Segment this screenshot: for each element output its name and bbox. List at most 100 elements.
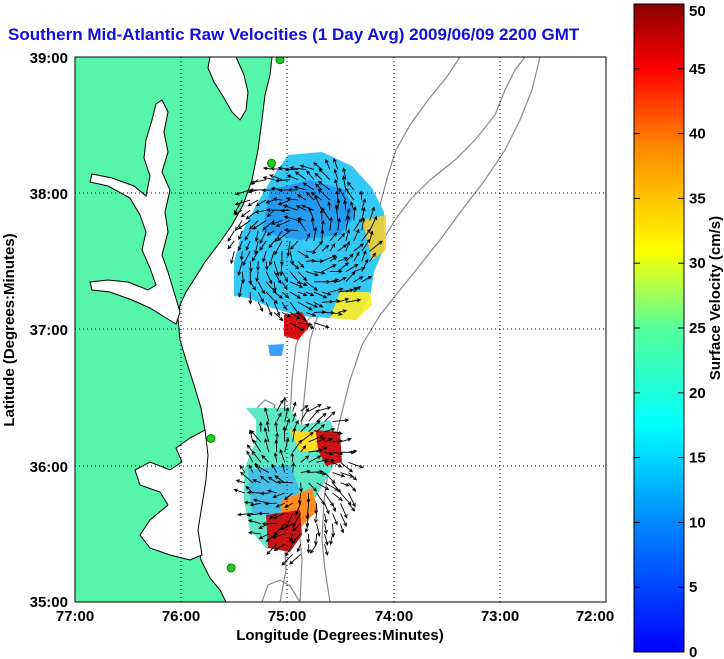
velocity-arrow bbox=[369, 215, 377, 231]
y-tick-label: 37:00 bbox=[30, 322, 68, 339]
velocity-arrow bbox=[293, 185, 307, 191]
velocity-arrow bbox=[292, 513, 302, 528]
x-tick-label: 73:00 bbox=[481, 608, 519, 625]
velocity-arrow bbox=[289, 240, 299, 250]
velocity-arrow bbox=[299, 164, 315, 170]
colorbar-tick-label: 20 bbox=[689, 385, 706, 402]
velocity-arrow bbox=[257, 291, 264, 303]
velocity-arrow bbox=[273, 312, 284, 322]
velocity-arrow bbox=[305, 312, 317, 317]
velocity-arrow bbox=[247, 530, 261, 535]
velocity-arrow bbox=[289, 533, 294, 543]
velocity-arrow bbox=[329, 216, 333, 231]
velocity-arrow bbox=[269, 174, 283, 181]
y-axis-ticks: 39:00 38:00 37:00 36:00 35:00 bbox=[30, 50, 68, 611]
velocity-arrow bbox=[289, 553, 301, 565]
velocity-arrow bbox=[284, 437, 290, 453]
northern-field-red bbox=[284, 312, 310, 340]
velocity-arrow bbox=[292, 401, 297, 412]
velocity-arrow bbox=[262, 176, 275, 181]
velocity-arrow bbox=[227, 240, 235, 250]
velocity-arrow bbox=[276, 399, 284, 412]
colorbar-tick-label: 30 bbox=[689, 255, 706, 272]
velocity-arrow bbox=[237, 240, 243, 252]
velocity-arrow bbox=[369, 230, 374, 242]
velocity-arrow bbox=[348, 502, 356, 512]
velocity-arrow bbox=[297, 301, 313, 311]
velocity-arrow bbox=[254, 240, 259, 255]
velocity-arrow bbox=[332, 503, 337, 513]
velocity-arrow bbox=[265, 291, 278, 305]
velocity-arrow bbox=[337, 262, 350, 272]
velocity-arrow bbox=[361, 198, 366, 211]
velocity-arrow bbox=[305, 513, 310, 528]
velocity-arrow bbox=[324, 438, 334, 443]
velocity-arrow bbox=[305, 281, 318, 291]
velocity-arrow bbox=[348, 461, 364, 469]
velocity-arrow bbox=[299, 482, 304, 493]
velocity-arrow bbox=[296, 194, 307, 201]
velocity-arrow bbox=[300, 404, 309, 412]
velocity-arrow bbox=[292, 523, 301, 532]
velocity-arrow bbox=[284, 406, 290, 422]
colorbar-tick-label: 0 bbox=[689, 644, 697, 659]
velocity-arrow bbox=[337, 309, 348, 314]
velocity-arrow bbox=[340, 523, 345, 534]
velocity-arrow bbox=[313, 513, 318, 524]
x-tick-label: 77:00 bbox=[56, 608, 94, 625]
velocity-arrow bbox=[332, 439, 343, 443]
velocity-arrow bbox=[332, 472, 346, 478]
velocity-arrow bbox=[254, 230, 259, 243]
velocity-arrow bbox=[334, 204, 339, 221]
bays-water bbox=[89, 57, 249, 561]
velocity-arrow bbox=[246, 490, 261, 495]
colorbar-tick-label: 50 bbox=[689, 3, 706, 20]
velocity-arrow bbox=[297, 492, 302, 505]
velocity-arrow bbox=[279, 251, 284, 267]
velocity-arrow bbox=[305, 191, 315, 201]
velocity-arrow bbox=[282, 396, 287, 412]
velocity-arrow bbox=[353, 243, 365, 252]
velocity-arrow bbox=[275, 220, 291, 227]
velocity-arrow bbox=[271, 463, 278, 473]
velocity-arrow bbox=[348, 482, 357, 492]
y-axis-label: Latitude (Degrees:Minutes) bbox=[1, 233, 18, 426]
velocity-arrow bbox=[314, 172, 323, 180]
velocity-arrow bbox=[327, 201, 332, 211]
velocity-arrow bbox=[338, 187, 347, 201]
velocity-arrow bbox=[296, 543, 302, 553]
velocity-arrow bbox=[306, 492, 311, 504]
velocity-arrow bbox=[242, 250, 251, 267]
velocity-arrow bbox=[234, 199, 251, 206]
velocity-arrow bbox=[329, 312, 343, 316]
velocity-arrow bbox=[332, 482, 342, 494]
velocity-arrow bbox=[305, 503, 310, 520]
velocity-arrow bbox=[337, 244, 348, 252]
velocity-arrow bbox=[308, 419, 321, 433]
velocity-arrow bbox=[333, 168, 339, 180]
velocity-arrow bbox=[316, 458, 330, 463]
velocity-arrow bbox=[234, 220, 243, 232]
velocity-arrow bbox=[274, 178, 291, 183]
colorbar-gradient bbox=[633, 3, 685, 653]
velocity-arrow bbox=[249, 220, 259, 230]
velocity-arrow bbox=[252, 220, 267, 230]
velocity-arrow bbox=[247, 519, 261, 525]
velocity-arrow bbox=[313, 310, 327, 315]
velocity-arrow bbox=[238, 281, 243, 298]
plot-frame bbox=[74, 56, 607, 603]
velocity-arrow bbox=[348, 492, 356, 508]
velocity-arrow bbox=[313, 240, 324, 252]
velocity-arrow bbox=[324, 472, 336, 484]
velocity-arrow bbox=[313, 270, 326, 275]
velocity-arrow bbox=[314, 195, 323, 211]
velocity-arrow bbox=[301, 204, 315, 211]
velocity-arrow bbox=[325, 158, 331, 170]
velocity-fields bbox=[234, 152, 386, 552]
velocity-arrow bbox=[277, 166, 291, 171]
velocity-arrow bbox=[265, 302, 273, 317]
velocity-arrow bbox=[281, 553, 294, 566]
velocity-arrow bbox=[272, 281, 277, 293]
velocity-arrow bbox=[348, 472, 358, 481]
velocity-arrow bbox=[266, 543, 278, 555]
